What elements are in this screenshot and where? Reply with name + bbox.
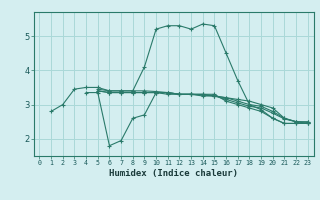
X-axis label: Humidex (Indice chaleur): Humidex (Indice chaleur)	[109, 169, 238, 178]
